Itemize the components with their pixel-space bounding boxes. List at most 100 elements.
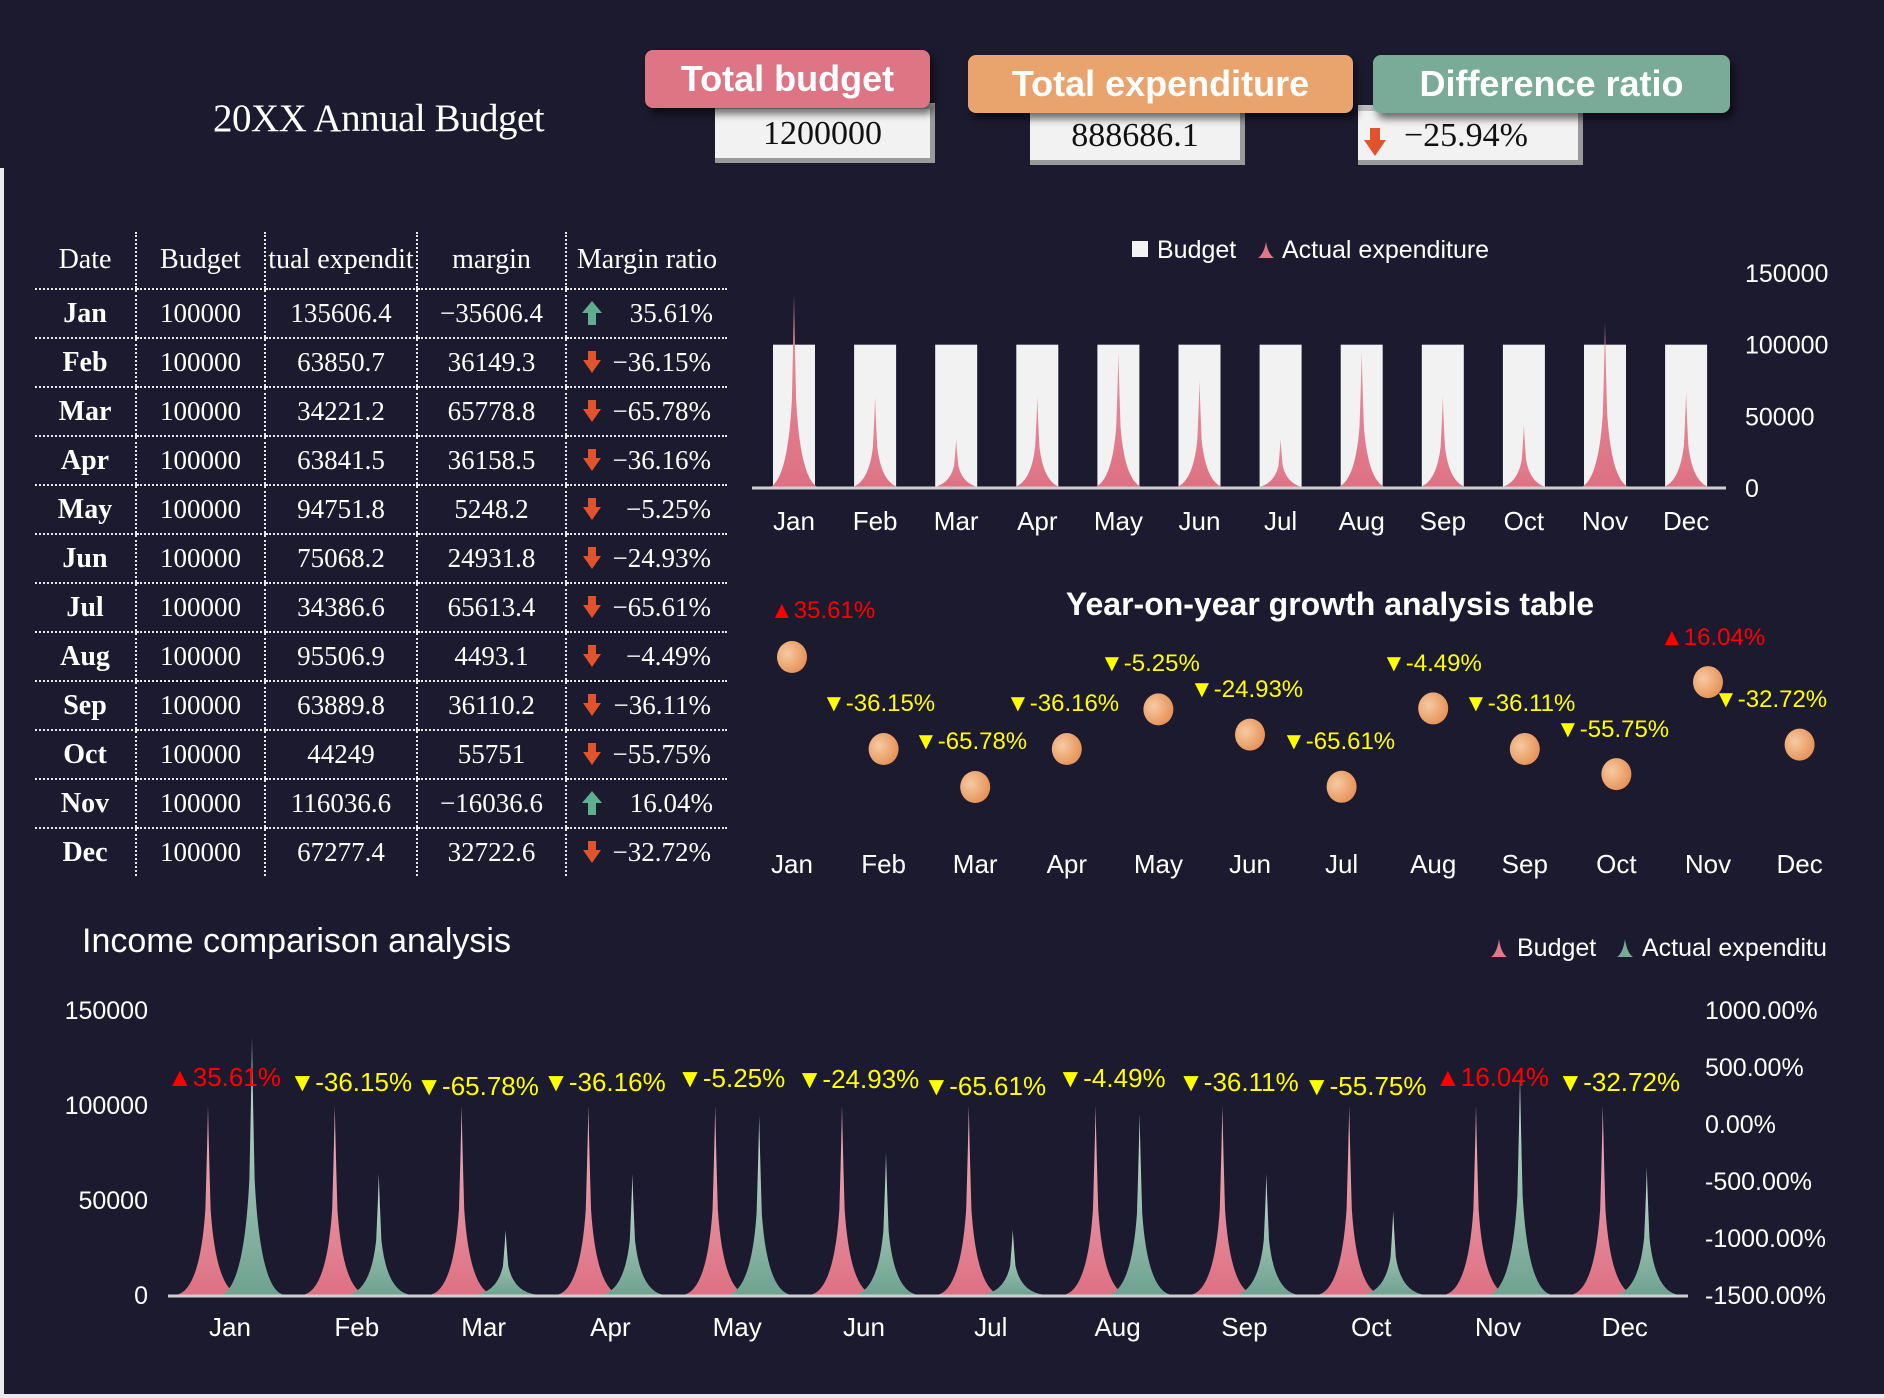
x-tick-label: Jan: [209, 1312, 251, 1342]
total-expenditure-value-text: 888686.1: [1071, 116, 1199, 154]
table-cell-actual-expenditure: 63889.8: [264, 681, 417, 731]
table-cell-date: Jul: [35, 583, 136, 633]
table-cell-actual-expenditure: 63850.7: [264, 338, 417, 388]
margin-ratio-text: −4.49%: [626, 641, 711, 671]
x-tick-label: May: [1094, 506, 1143, 536]
legend-budget-spike-icon: [1491, 939, 1507, 957]
budget-vs-actual-chart: Jan Feb Mar Apr May Jun Jul Aug Sep Oct Nov Dec 0 500…: [752, 260, 1828, 536]
right-y-tick-label: -1000.00%: [1705, 1225, 1826, 1253]
table-cell-margin-ratio: −4.49%: [565, 632, 727, 682]
table-cell-budget: 100000: [135, 485, 265, 535]
growth-dot: [960, 771, 991, 803]
income-data-label: ▼-36.16%: [543, 1067, 666, 1097]
x-tick-label: Mar: [461, 1312, 506, 1342]
growth-data-label: ▼-36.15%: [822, 690, 935, 717]
actual-expenditure-spike: [599, 1173, 666, 1295]
table-row: Nov 100000 116036.6 −16036.6 16.04%: [35, 779, 727, 829]
growth-dot: [868, 733, 899, 766]
table-cell-actual-expenditure: 34221.2: [264, 387, 417, 437]
table-cell-budget: 100000: [135, 534, 265, 584]
actual-expenditure-spike: [1233, 1173, 1300, 1295]
table-cell-margin-ratio: −36.16%: [565, 436, 727, 486]
budget-spike: [1062, 1105, 1129, 1295]
x-tick-label: Nov: [1685, 849, 1731, 879]
growth-data-label: ▲35.61%: [770, 597, 875, 624]
table-cell-date: Nov: [35, 779, 136, 829]
table-cell-date: Apr: [35, 436, 136, 486]
difference-ratio-value-text: −25.94%: [1404, 116, 1528, 154]
budget-spike: [809, 1105, 875, 1295]
budget-spike: [301, 1105, 368, 1295]
trend-down-arrow-icon: [583, 448, 601, 473]
table-header-row: Date Budget tual expendit margin Margin …: [35, 232, 727, 290]
budget-table: Date Budget tual expendit margin Margin …: [35, 232, 727, 876]
difference-ratio-value: −25.94%: [1358, 105, 1583, 165]
income-data-label: ▼-24.93%: [797, 1064, 920, 1094]
x-tick-label: Dec: [1776, 849, 1822, 879]
column-header-actual-expenditure: tual expendit: [264, 232, 417, 290]
left-y-tick-label: 150000: [65, 997, 148, 1025]
x-tick-label: Dec: [1663, 506, 1709, 536]
table-cell-margin: 36110.2: [416, 681, 566, 731]
x-tick-label: Feb: [853, 506, 898, 536]
x-tick-label: Sep: [1420, 506, 1466, 536]
table-cell-date: Mar: [35, 387, 136, 437]
growth-data-label: ▼-36.16%: [1006, 690, 1119, 717]
chart3-legend: Budget Actual expenditu: [1491, 934, 1827, 962]
budget-spike: [682, 1105, 749, 1295]
table-cell-actual-expenditure: 34386.6: [264, 583, 417, 633]
growth-data-label: ▼-36.11%: [1464, 690, 1575, 717]
x-tick-label: Jan: [771, 849, 813, 879]
actual-expenditure-spike: [1334, 351, 1389, 488]
budget-spike: [175, 1105, 241, 1295]
table-cell-budget: 100000: [135, 730, 265, 780]
x-tick-label: May: [713, 1312, 762, 1342]
growth-dot: [1601, 758, 1632, 791]
legend-actual-spike-icon: [1617, 939, 1633, 957]
income-data-label: ▼-5.25%: [677, 1063, 785, 1093]
right-y-tick-label: -1500.00%: [1705, 1282, 1826, 1310]
trend-down-arrow-icon: [583, 399, 601, 424]
budget-spike: [935, 1105, 1002, 1295]
income-comparison-chart: Jan ▲35.61% Feb ▼-36.15% Mar ▼-65.78% Apr ▼-36.…: [65, 997, 1826, 1342]
trend-down-arrow-icon: [583, 742, 601, 767]
table-cell-margin-ratio: −36.11%: [565, 681, 727, 731]
table-cell-margin: 65778.8: [416, 387, 566, 437]
trend-up-arrow-icon: [581, 790, 603, 817]
right-y-tick-label: 500.00%: [1705, 1054, 1804, 1082]
table-cell-budget: 100000: [135, 828, 265, 876]
income-data-label: ▼-32.72%: [1558, 1067, 1681, 1097]
table-cell-budget: 100000: [135, 632, 265, 682]
trend-down-arrow-icon: [1364, 127, 1386, 158]
table-cell-date: Jan: [35, 289, 136, 339]
table-cell-budget: 100000: [135, 387, 265, 437]
actual-expenditure-spike: [929, 438, 984, 488]
trend-down-arrow-icon: [583, 546, 601, 571]
table-cell-margin-ratio: −55.75%: [565, 730, 727, 780]
table-cell-margin-ratio: 35.61%: [565, 289, 727, 339]
table-cell-margin-ratio: −5.25%: [565, 485, 727, 535]
actual-expenditure-spike: [1578, 321, 1632, 488]
table-cell-date: Dec: [62, 836, 108, 868]
y-tick-label: 100000: [1745, 332, 1828, 360]
total-expenditure-value: 888686.1: [1030, 105, 1245, 165]
total-budget-label: Total budget: [645, 50, 930, 108]
actual-expenditure-spike: [1091, 352, 1146, 488]
growth-data-label: ▼-55.75%: [1556, 716, 1669, 743]
actual-expenditure-spike: [848, 396, 903, 488]
table-cell-budget: 100000: [135, 338, 265, 388]
margin-ratio-text: −36.15%: [612, 347, 711, 377]
income-data-label: ▼-36.15%: [290, 1067, 413, 1097]
growth-dot: [777, 641, 807, 673]
growth-dot: [1235, 718, 1265, 751]
actual-expenditure-spike: [1172, 380, 1227, 488]
x-tick-label: May: [1134, 849, 1183, 879]
margin-ratio-text: −55.75%: [612, 739, 711, 769]
table-row: Jan 100000 135606.4 −35606.4 35.61%: [35, 289, 727, 339]
trend-down-arrow-icon: [583, 644, 601, 669]
table-cell-date: Oct: [35, 730, 136, 780]
table-cell-actual-expenditure: 94751.8: [264, 485, 417, 535]
column-header-date: Date: [35, 232, 136, 290]
table-cell-actual-expenditure: 67277.4: [264, 828, 417, 876]
